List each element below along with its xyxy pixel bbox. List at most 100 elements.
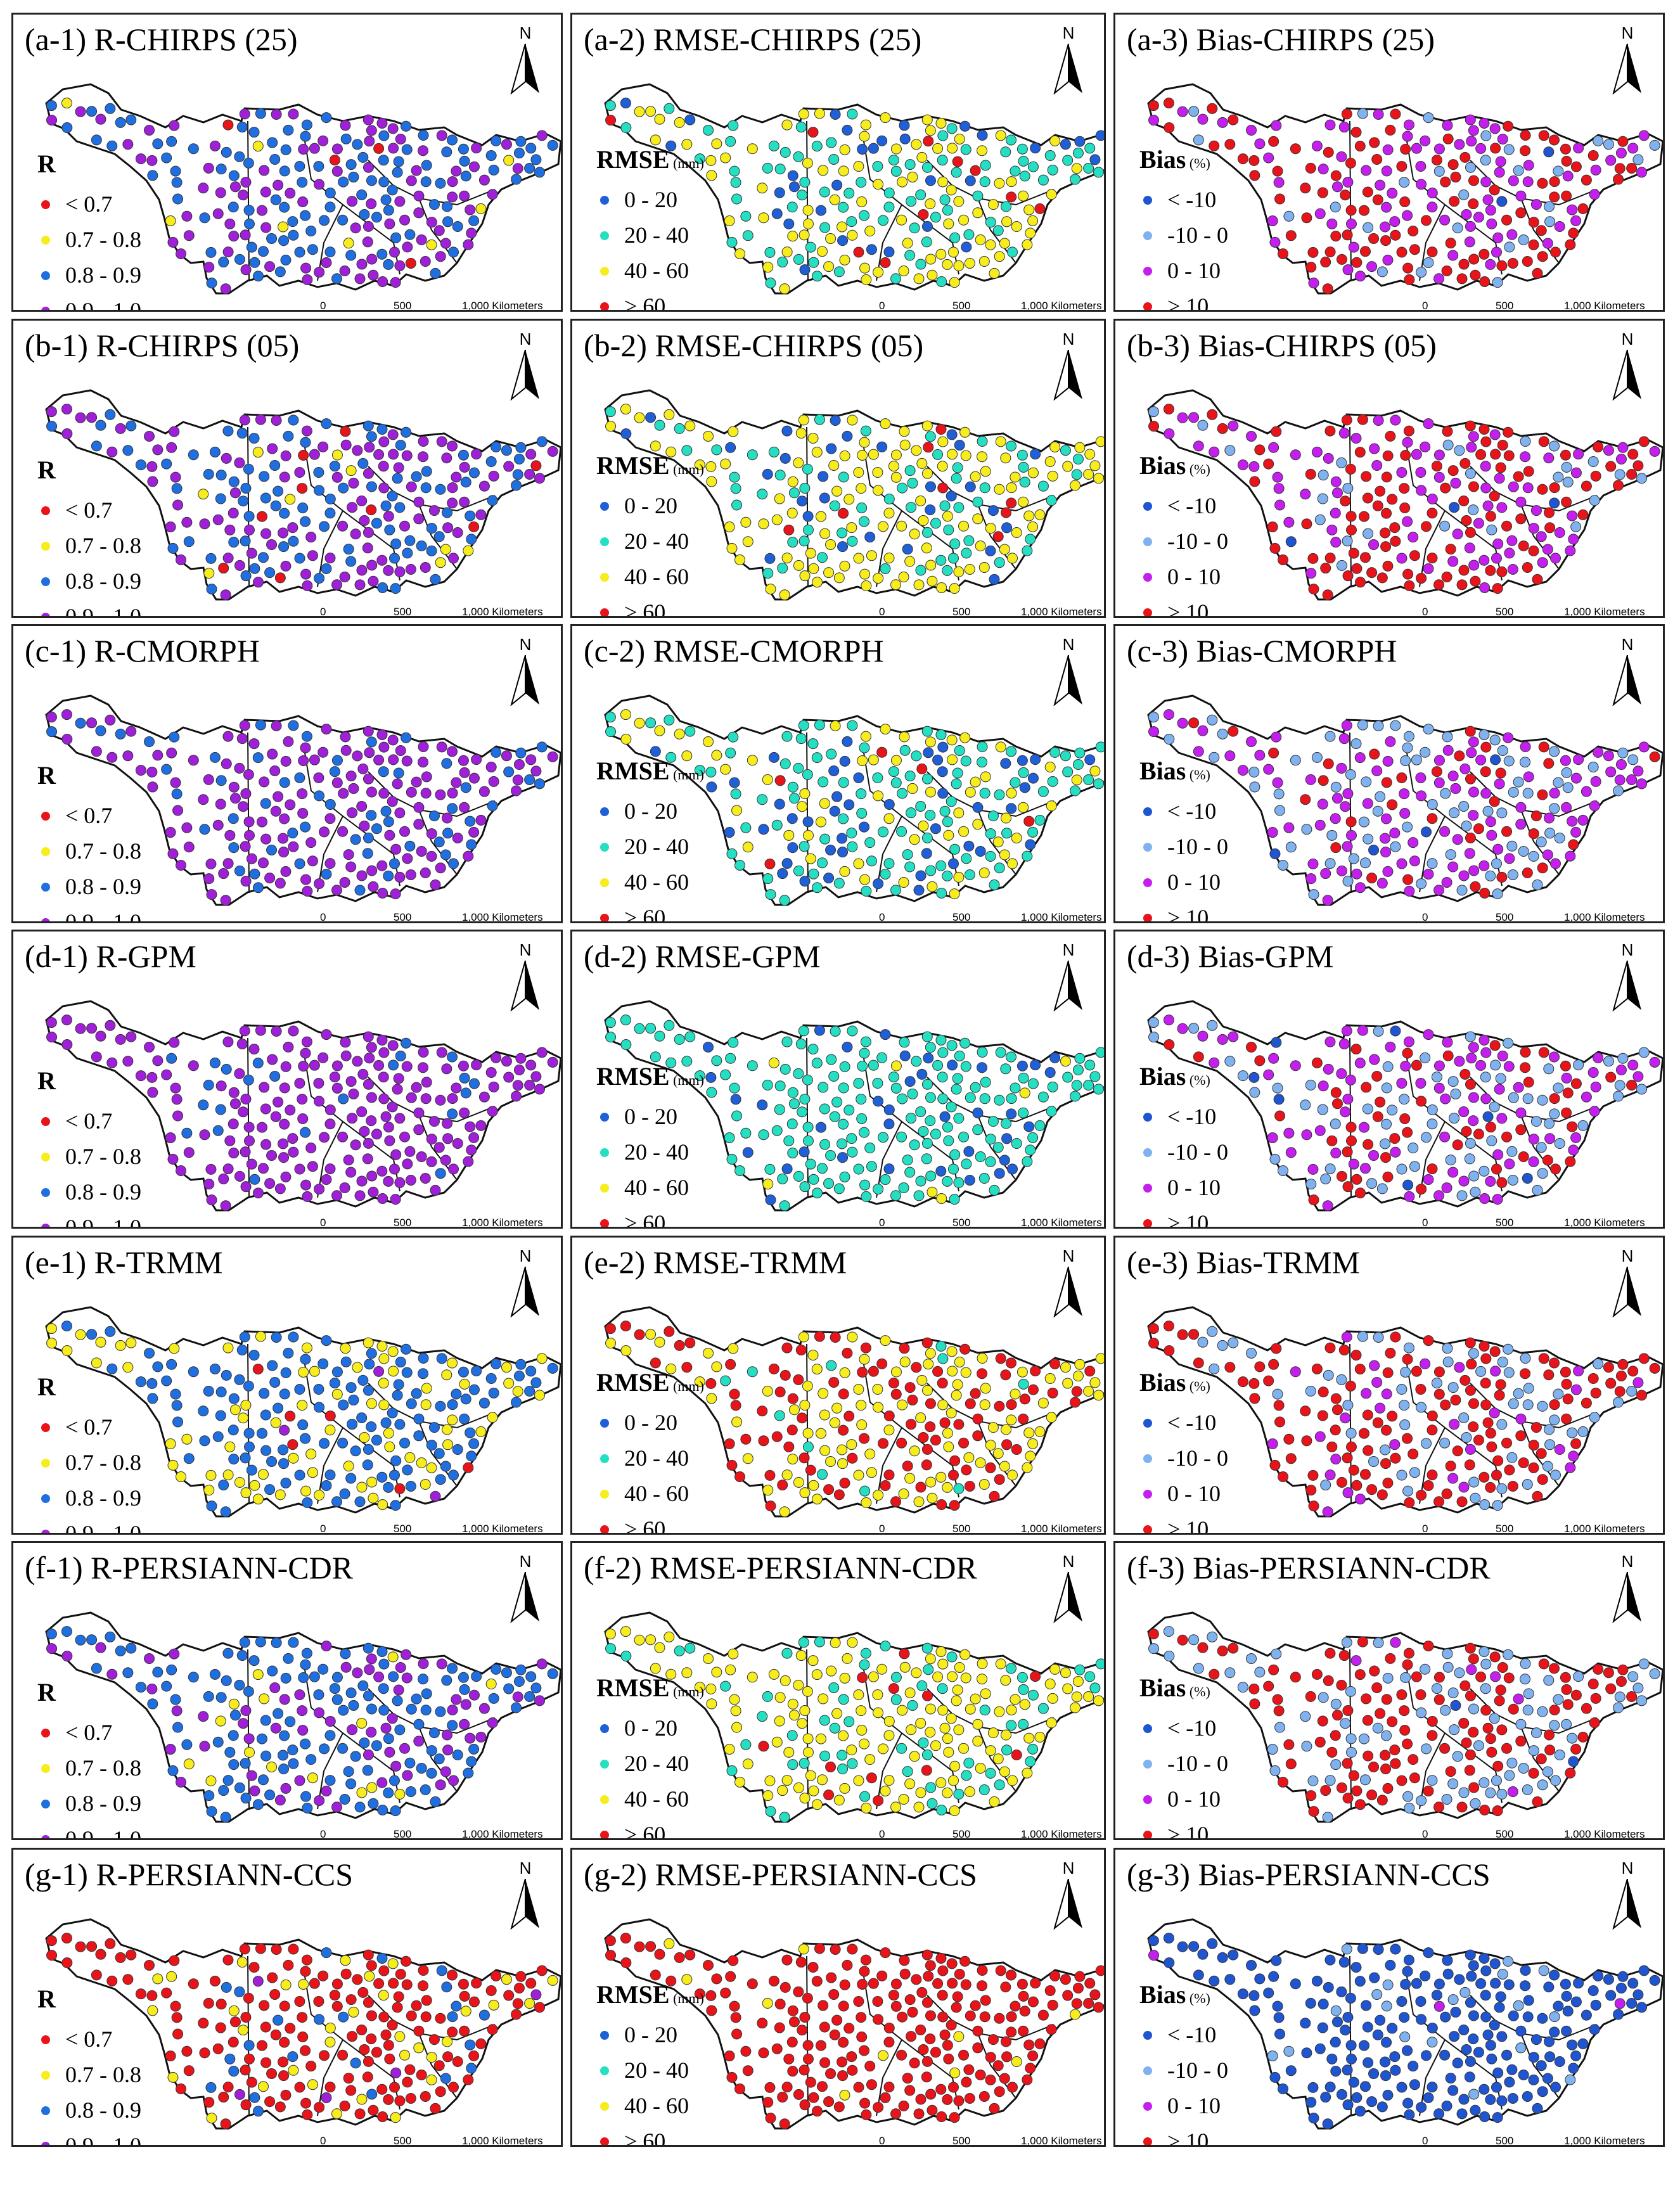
station-point	[765, 278, 776, 289]
station-point	[861, 274, 872, 285]
station-point	[1587, 1679, 1599, 1690]
station-point	[1083, 1691, 1094, 1703]
station-point	[987, 1727, 999, 1739]
legend-title: Bias (%)	[1139, 757, 1210, 785]
north-arrow-icon: N	[1049, 1246, 1087, 1322]
station-point	[463, 1767, 474, 1779]
station-point	[442, 507, 453, 518]
station-point	[816, 1774, 828, 1786]
station-point	[376, 729, 388, 740]
station-point	[921, 1459, 932, 1471]
station-point	[829, 1111, 840, 1122]
station-point	[964, 2092, 975, 2104]
station-point	[246, 1464, 257, 1476]
station-point	[384, 1135, 395, 1146]
station-point	[987, 505, 999, 516]
station-point	[309, 754, 320, 765]
basin-map	[1147, 1000, 1663, 1212]
station-point	[1528, 1440, 1539, 1451]
station-point	[547, 139, 558, 151]
station-point	[1423, 418, 1434, 430]
station-point	[392, 1084, 403, 1095]
station-point	[825, 233, 837, 244]
station-point	[534, 473, 546, 484]
station-point	[1447, 465, 1459, 477]
station-point	[1466, 747, 1477, 758]
station-point	[1431, 155, 1442, 166]
station-point	[896, 1437, 907, 1449]
station-point	[285, 1716, 296, 1727]
map-panel-c-2: (c-2) RMSE-CMORPH N RMSE (mm) 0 - 20 20 - 40…	[570, 624, 1106, 923]
station-point	[340, 1356, 352, 1367]
map-panel-a-3: (a-3) Bias-CHIRPS (25) N Bias (%) < -10 -10 …	[1113, 13, 1665, 312]
station-point	[321, 257, 332, 268]
station-point	[904, 556, 916, 567]
station-point	[1396, 772, 1407, 784]
station-point	[1433, 1190, 1445, 1201]
station-point	[758, 1129, 769, 1141]
station-point	[337, 214, 349, 226]
station-point	[340, 745, 352, 756]
station-point	[724, 522, 735, 533]
station-point	[1538, 741, 1549, 753]
station-point	[169, 120, 180, 131]
legend-dot-icon	[600, 1148, 609, 1157]
station-point	[1504, 241, 1515, 253]
station-point	[1267, 215, 1278, 227]
station-point	[620, 1039, 632, 1051]
station-point	[815, 2040, 826, 2051]
panel-title: (a-1) R-CHIRPS (25)	[25, 22, 298, 57]
north-label: N	[519, 23, 532, 42]
station-point	[1409, 855, 1420, 867]
station-point	[1544, 1744, 1556, 1756]
legend-dot-icon	[41, 1835, 50, 1838]
station-point	[362, 1031, 374, 1042]
station-point	[203, 1179, 215, 1190]
station-point	[447, 1093, 458, 1104]
station-point	[278, 2056, 289, 2068]
station-point	[421, 771, 432, 783]
station-point	[1480, 461, 1491, 472]
station-point	[861, 1497, 872, 1508]
station-point	[285, 188, 296, 199]
station-point	[366, 1727, 377, 1738]
station-point	[774, 1692, 786, 1703]
station-point	[779, 1063, 791, 1075]
station-point	[530, 765, 542, 777]
station-point	[345, 250, 357, 261]
station-point	[252, 447, 264, 458]
station-point	[883, 858, 895, 869]
station-point	[1593, 1663, 1604, 1675]
station-point	[1461, 821, 1472, 832]
station-point	[406, 1398, 417, 1409]
station-point	[418, 1980, 429, 1992]
station-point	[907, 1394, 918, 1405]
station-point	[368, 575, 379, 587]
scale-bar: 0 500 1,000 Kilometers	[876, 1217, 1104, 1227]
station-point	[816, 857, 828, 869]
station-point	[221, 1981, 232, 1993]
station-point	[377, 1499, 388, 1510]
station-point	[1501, 1437, 1513, 1449]
station-point	[229, 487, 241, 499]
station-point	[1649, 445, 1660, 457]
station-point	[463, 239, 474, 250]
station-point	[340, 1968, 352, 1980]
station-point	[435, 1094, 446, 1106]
station-point	[1445, 1155, 1456, 1166]
station-point	[1468, 504, 1479, 516]
station-point	[243, 2053, 255, 2064]
station-point	[459, 496, 470, 508]
station-point	[452, 1138, 463, 1149]
station-point	[935, 554, 947, 566]
station-point	[183, 842, 195, 853]
station-point	[779, 1675, 791, 1686]
station-point	[1263, 764, 1274, 775]
station-point	[705, 155, 717, 166]
station-point	[95, 1030, 106, 1042]
station-point	[939, 805, 951, 817]
station-point	[280, 1061, 292, 1072]
station-point	[203, 1079, 214, 1091]
station-point	[413, 207, 425, 219]
station-point	[1369, 443, 1380, 454]
